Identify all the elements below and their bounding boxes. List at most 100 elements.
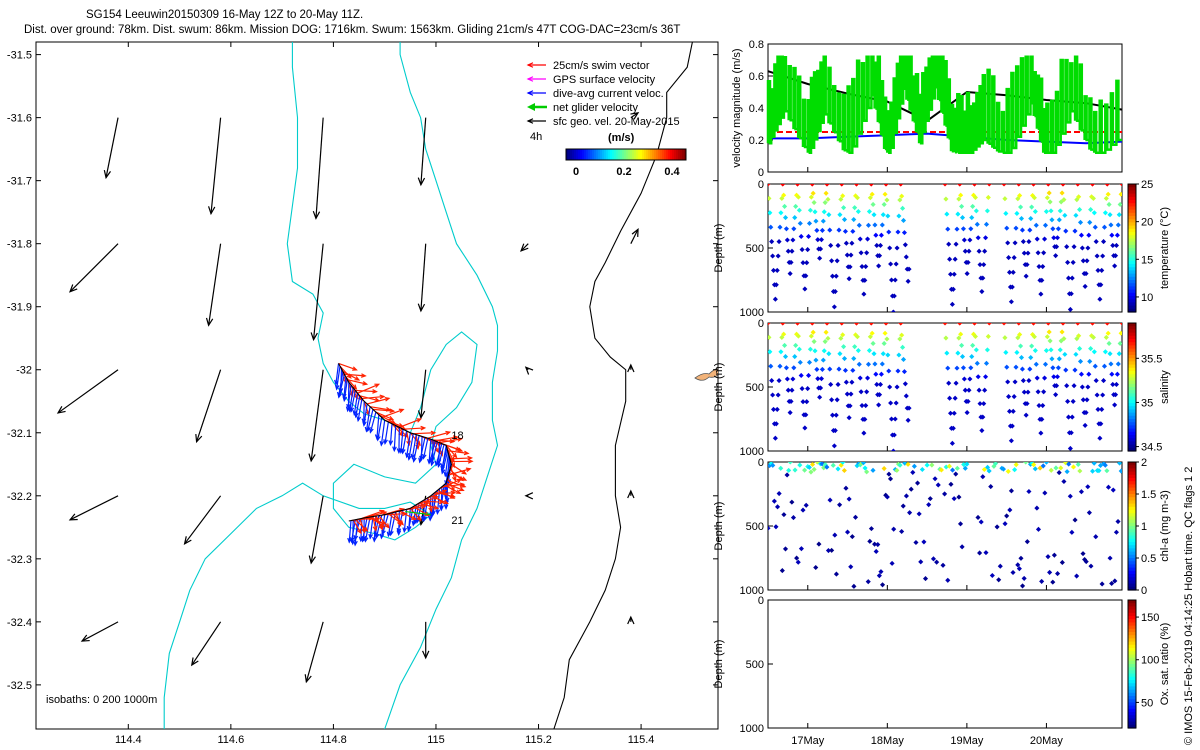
salinity-panel-pt-140	[887, 384, 893, 390]
temperature-panel-cbar-cell-24	[1128, 260, 1136, 265]
current-vector-4-6-head	[422, 453, 427, 460]
salinity-panel-pt-105	[856, 361, 862, 367]
temperature-panel-pt-252	[1034, 236, 1040, 242]
chlorophyll-panel-pt-76	[886, 471, 892, 477]
oxygen-panel-cbar-cell-33	[1128, 705, 1136, 710]
geo-vector-5-head	[630, 112, 640, 120]
chlorophyll-panel-cbar-cell-25	[1128, 542, 1136, 546]
temperature-panel-pt-243	[1027, 227, 1033, 233]
chlorophyll-panel-pt-62	[864, 469, 870, 475]
chlorophyll-panel-cbar-cell-33	[1128, 567, 1136, 572]
salinity-panel-cbar-cell-1	[1128, 326, 1136, 330]
salinity-panel-pt-11	[775, 392, 781, 398]
velocity-series-3	[766, 55, 1122, 155]
salinity-panel-cbar-cell-8	[1128, 348, 1136, 353]
current-vector-3-0	[379, 420, 386, 447]
swim-vector-0-3-head	[354, 376, 361, 381]
current-vector-3-1-head	[383, 439, 388, 445]
chlorophyll-panel-pt-183	[1066, 462, 1072, 467]
current-vector-4-6	[422, 438, 429, 460]
chlorophyll-panel-cbar-cell-4	[1128, 474, 1136, 479]
speed-colorbar-cell-24	[614, 149, 617, 160]
geo-vector-24-head	[80, 634, 90, 642]
temperature-panel-pt-201	[975, 235, 981, 241]
chlorophyll-panel-pt-209	[1107, 555, 1113, 561]
coastline-line	[553, 42, 693, 729]
chlorophyll-panel-pt-79	[891, 526, 897, 532]
oxygen-panel-ytick-label-2: 1000	[740, 723, 764, 735]
chlorophyll-panel-pt-152	[1016, 566, 1022, 572]
temperature-panel-cbar-cell-37	[1128, 302, 1136, 307]
temperature-panel-cbar-cell-16	[1128, 235, 1136, 239]
speed-colorbar-cell-23	[612, 149, 615, 160]
temperature-panel-pt-288	[1065, 275, 1072, 281]
temperature-panel-pt-73	[829, 258, 835, 264]
chlorophyll-panel-cbar-cell-2	[1128, 468, 1136, 473]
speed-colorbar-cell-10	[586, 149, 589, 160]
current-vector-10-5-head	[386, 531, 392, 538]
salinity-panel-pt-64	[821, 348, 827, 354]
salinity-panel-pt-60	[818, 385, 824, 391]
geo-vector-26-head	[304, 674, 312, 684]
salinity-panel-pt-312	[1087, 358, 1093, 364]
credit-text: © IMOS 15-Feb-2019 04:14:25 Hobart time.…	[1183, 467, 1195, 745]
chlorophyll-panel-pt-185	[1069, 529, 1075, 535]
current-vector-8-3-head	[435, 509, 441, 516]
speed-colorbar-cell-51	[668, 149, 671, 160]
geo-vector-9-shaft	[420, 243, 427, 311]
legend-swatch-0	[526, 62, 546, 68]
chlorophyll-panel-cbar-cell-26	[1128, 545, 1136, 549]
salinity-panel-pt-270	[1050, 365, 1056, 371]
temperature-panel-pt-261	[1042, 222, 1049, 228]
salinity-panel-pt-2	[768, 349, 773, 355]
geo-vector-18-shaft	[69, 495, 119, 521]
current-vector-12-3-shaft	[354, 519, 359, 546]
temperature-panel-cbar-frame	[1127, 183, 1137, 313]
temperature-panel-pt-146	[892, 277, 898, 283]
salinity-panel-pt-317	[1090, 334, 1096, 340]
chlorophyll-panel-pt-169	[1043, 462, 1049, 465]
salinity-panel-pt-348	[1118, 330, 1122, 336]
swim-vector-0-1-shaft	[339, 365, 352, 379]
map-ytick-label-3: -31.8	[7, 239, 32, 251]
speed-colorbar-cell-25	[616, 149, 619, 160]
temperature-panel-pt-290	[1067, 306, 1073, 312]
salinity-panel-cbar-cell-37	[1128, 441, 1136, 446]
temperature-panel-pt-172	[950, 286, 956, 292]
salinity-panel-pt-86	[840, 332, 846, 338]
oxygen-panel-frame	[767, 599, 1123, 729]
swim-vector-1-3	[355, 389, 378, 394]
swim-vector-2-1-shaft	[366, 397, 390, 405]
salinity-panel-pt-49	[808, 333, 814, 339]
legend-swatch-0-head	[526, 62, 534, 68]
chlorophyll-panel-pt-19	[795, 559, 801, 565]
current-vector-4-5-head	[418, 457, 423, 464]
temperature-panel-pt-267	[1047, 199, 1053, 205]
salinity-panel-pt-163	[942, 323, 948, 326]
speed-colorbar-cell-38	[642, 149, 645, 160]
speed-colorbar-cell-17	[600, 149, 603, 160]
swim-vector-9-2-shaft	[424, 489, 447, 500]
chlorophyll-panel-pt-140	[997, 563, 1003, 569]
swim-vector-2-2-shaft	[369, 406, 391, 411]
chlorophyll-panel-pt-216	[1118, 468, 1122, 474]
salinity-panel-pt-343	[1113, 381, 1120, 387]
chlorophyll-panel-cbar-label: chl-a (mg m-3)	[1159, 490, 1171, 562]
velocity-ytick-label-2: 0.4	[749, 103, 764, 115]
salinity-panel-pt-182	[959, 342, 965, 348]
temperature-panel-pt-40	[800, 260, 806, 266]
speed-colorbar-cell-29	[624, 149, 627, 160]
map-ytick-label-5: -32	[16, 365, 32, 377]
chlorophyll-panel-pt-114	[946, 463, 952, 469]
salinity-panel-pt-85	[839, 323, 845, 326]
salinity-panel-cbar-cell-23	[1128, 396, 1136, 401]
swim-vector-12-1	[361, 509, 385, 519]
swim-vector-3-5-head	[420, 425, 427, 431]
swim-vector-4-6	[427, 430, 452, 439]
temperature-panel-pt-147	[893, 261, 899, 267]
swim-vector-1-4-shaft	[357, 383, 379, 394]
speed-colorbar-cell-5	[576, 149, 579, 160]
oxygen-panel-cbar-cell-39	[1128, 724, 1136, 729]
speed-colorbar-cell-21	[608, 149, 611, 160]
speed-colorbar-tick-2: 0.4	[664, 166, 680, 178]
